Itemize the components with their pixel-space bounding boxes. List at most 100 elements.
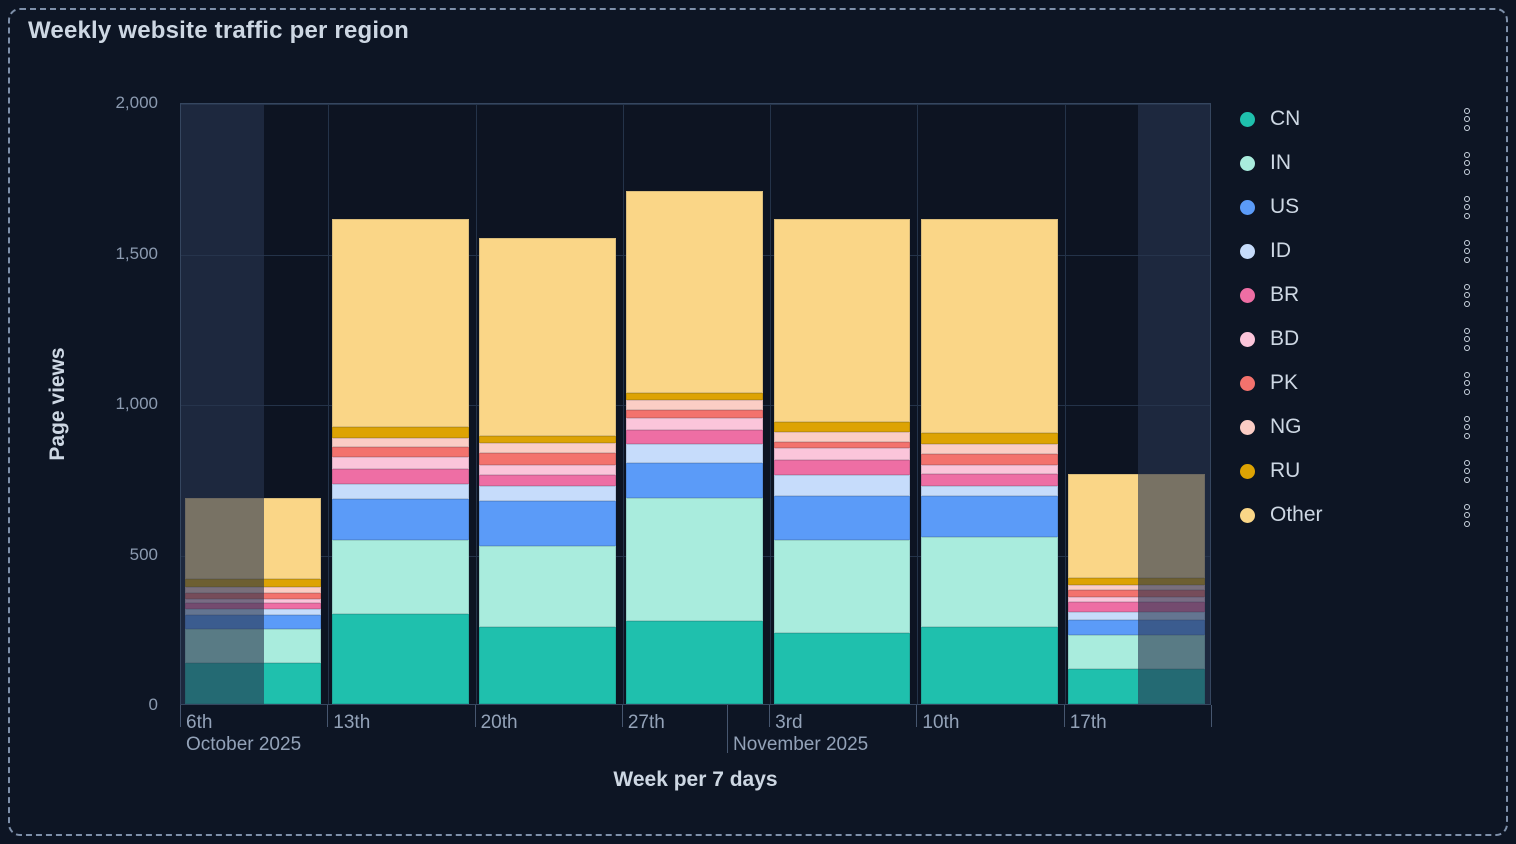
bar-segment-br[interactable] [773, 460, 911, 476]
y-axis-ticks: 0 500 1,000 1,500 2,000 [58, 93, 158, 714]
bar-week-13th[interactable] [331, 219, 469, 704]
bar-segment-cn[interactable] [773, 633, 911, 704]
bar-segment-ng[interactable] [626, 400, 764, 410]
bar-segment-br[interactable] [626, 430, 764, 444]
legend-item-in[interactable]: IN [1240, 141, 1478, 185]
bar-segment-ng[interactable] [773, 431, 911, 442]
legend-item-ng[interactable]: NG [1240, 405, 1478, 449]
kebab-dot-icon [1464, 415, 1470, 422]
bar-segment-bd[interactable] [773, 448, 911, 461]
legend-menu-button[interactable] [1460, 281, 1474, 310]
bar-segment-cn[interactable] [626, 621, 764, 704]
bar-segment-us[interactable] [331, 499, 469, 540]
kebab-dot-icon [1464, 300, 1470, 307]
legend-item-ru[interactable]: RU [1240, 449, 1478, 493]
bar-segment-us[interactable] [626, 463, 764, 498]
bar-segment-in[interactable] [920, 536, 1058, 628]
bar-segment-ru[interactable] [331, 427, 469, 438]
bar-segment-in[interactable] [479, 545, 616, 628]
bar-segment-bd[interactable] [479, 464, 616, 476]
legend-menu-button[interactable] [1460, 149, 1474, 178]
bar-segment-pk[interactable] [626, 409, 764, 419]
bar-segment-ng[interactable] [920, 443, 1058, 454]
legend-swatch [1240, 463, 1255, 479]
bar-segment-other[interactable] [479, 237, 616, 437]
bar-week-20th[interactable] [479, 237, 616, 704]
legend-menu-button[interactable] [1460, 237, 1474, 266]
bar-segment-id[interactable] [479, 485, 616, 501]
bar-segment-cn[interactable] [920, 627, 1058, 704]
legend-menu-button[interactable] [1460, 369, 1474, 398]
kebab-dot-icon [1464, 107, 1470, 114]
bar-segment-id[interactable] [1068, 612, 1205, 620]
bar-segment-bd[interactable] [626, 418, 764, 431]
kebab-dot-icon [1464, 124, 1470, 131]
bar-segment-ru[interactable] [479, 436, 616, 443]
legend-menu-button[interactable] [1460, 501, 1474, 530]
x-axis-tick [1211, 705, 1212, 727]
kebab-dot-icon [1464, 239, 1470, 246]
legend-item-us[interactable]: US [1240, 185, 1478, 229]
bar-segment-ru[interactable] [920, 432, 1058, 444]
bar-segment-id[interactable] [773, 475, 911, 497]
bar-segment-us[interactable] [773, 496, 911, 540]
bar-segment-br[interactable] [479, 475, 616, 486]
bar-segment-bd[interactable] [331, 457, 469, 470]
out-of-range-mask-left [181, 104, 264, 704]
bar-segment-bd[interactable] [920, 464, 1058, 474]
legend-label: PK [1270, 371, 1299, 394]
bar-segment-in[interactable] [773, 539, 911, 634]
legend-item-other[interactable]: Other [1240, 493, 1478, 537]
bar-segment-cn[interactable] [479, 627, 616, 704]
bar-week-3rd[interactable] [773, 219, 911, 704]
bar-segment-in[interactable] [626, 497, 764, 622]
legend-menu-button[interactable] [1460, 193, 1474, 222]
bar-segment-br[interactable] [920, 473, 1058, 486]
bar-segment-cn[interactable] [331, 613, 469, 704]
bar-segment-ru[interactable] [773, 421, 911, 432]
kebab-dot-icon [1464, 424, 1470, 430]
bar-segment-ru[interactable] [1068, 577, 1205, 585]
legend-menu-button[interactable] [1460, 105, 1474, 134]
bar-segment-br[interactable] [331, 469, 469, 485]
legend-item-bd[interactable]: BD [1240, 317, 1478, 361]
legend-label: US [1270, 195, 1300, 218]
bar-segment-other[interactable] [331, 219, 469, 428]
bar-segment-in[interactable] [331, 539, 469, 614]
legend-item-id[interactable]: ID [1240, 229, 1478, 273]
gridline-vertical [1064, 104, 1066, 704]
bar-segment-pk[interactable] [331, 446, 469, 458]
bar-segment-id[interactable] [920, 485, 1058, 497]
bar-week-27th[interactable] [626, 190, 764, 704]
bar-segment-us[interactable] [479, 500, 616, 546]
bar-segment-us[interactable] [920, 496, 1058, 537]
legend-item-pk[interactable]: PK [1240, 361, 1478, 405]
bar-segment-ru[interactable] [626, 393, 764, 401]
bar-segment-bd[interactable] [1068, 596, 1205, 602]
bar-segment-pk[interactable] [773, 441, 911, 449]
legend-menu-button[interactable] [1460, 325, 1474, 354]
y-tick-label: 1,500 [115, 243, 158, 263]
bar-segment-other[interactable] [773, 219, 911, 422]
legend-item-cn[interactable]: CN [1240, 97, 1478, 141]
bar-segment-pk[interactable] [1068, 589, 1205, 597]
bar-segment-ng[interactable] [331, 437, 469, 447]
bar-segment-id[interactable] [331, 484, 469, 500]
bar-segment-pk[interactable] [479, 452, 616, 465]
bar-segment-pk[interactable] [920, 453, 1058, 465]
bar-segment-ng[interactable] [479, 442, 616, 453]
legend-swatch [1240, 155, 1255, 171]
bar-segment-br[interactable] [1068, 601, 1205, 613]
legend-menu-button[interactable] [1460, 457, 1474, 486]
legend-menu-button[interactable] [1460, 413, 1474, 442]
bar-segment-other[interactable] [626, 190, 764, 394]
kebab-dot-icon [1464, 503, 1470, 510]
legend-item-br[interactable]: BR [1240, 273, 1478, 317]
bar-week-10th[interactable] [920, 218, 1058, 704]
bar-segment-other[interactable] [920, 218, 1058, 433]
bar-segment-ng[interactable] [1068, 584, 1205, 590]
bar-segment-id[interactable] [626, 443, 764, 464]
x-tick-label: 6th [186, 712, 213, 733]
x-tick-label: 3rd [775, 712, 803, 733]
